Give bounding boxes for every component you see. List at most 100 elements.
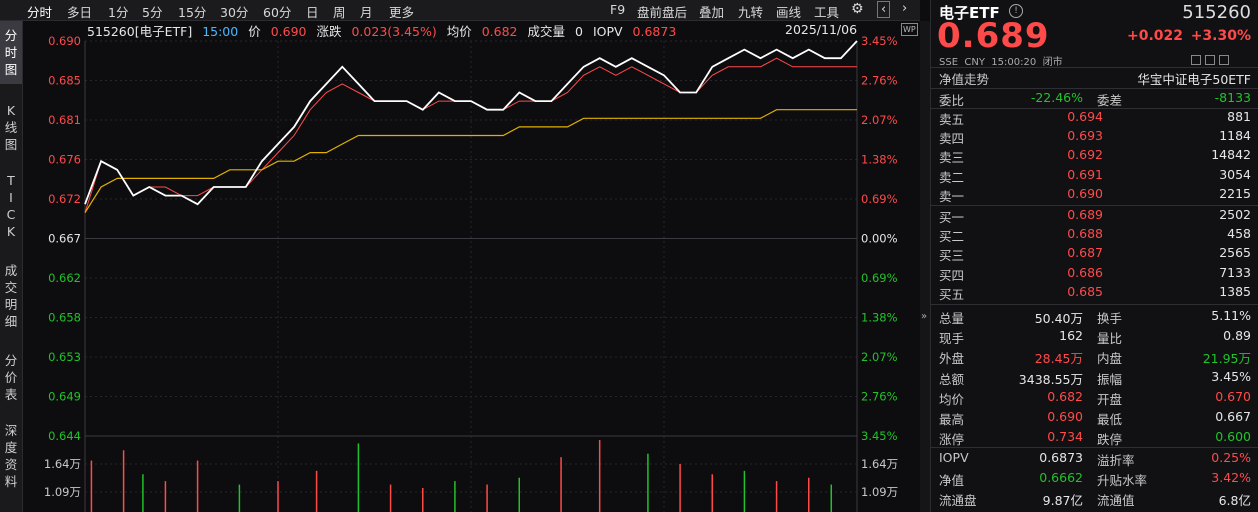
- stat-value: 28.45万: [1034, 351, 1083, 367]
- asks-row[interactable]: 卖三 0.692 14842: [939, 147, 1251, 167]
- market-meta: SSE CNY 15:00:20 闭市: [939, 57, 1063, 68]
- price-tick-label: 0.672: [48, 192, 81, 206]
- asks-volume: 881: [1227, 109, 1251, 124]
- stat-label: 均价: [939, 391, 965, 407]
- bids-level-label: 买二: [939, 229, 965, 245]
- view-tab-4[interactable]: 分 价 表: [4, 353, 18, 402]
- pencil-icon[interactable]: [1191, 55, 1201, 65]
- price-tick-label: 0.690: [48, 34, 81, 48]
- period-tab-7[interactable]: 日: [306, 5, 319, 20]
- bids-row[interactable]: 买二 0.688 458: [939, 226, 1251, 246]
- security-code: 515260: [1182, 2, 1251, 23]
- stat-label: 总额: [939, 371, 965, 387]
- asks-price: 0.693: [1067, 128, 1103, 144]
- volume-tick-label: 1.64万: [44, 457, 81, 471]
- asks-volume: 1184: [1219, 128, 1251, 144]
- iopv-label: IOPV: [592, 24, 623, 39]
- toolbar-button-1[interactable]: 盘前盘后: [637, 5, 688, 20]
- bids-level-label: 买四: [939, 267, 965, 283]
- period-tab-3[interactable]: 5分: [142, 5, 163, 20]
- info-icon[interactable]: !: [1009, 4, 1023, 18]
- bids-row[interactable]: 买一 0.689 2502: [939, 207, 1251, 227]
- bids-volume: 7133: [1219, 264, 1251, 280]
- asks-level-label: 卖五: [939, 112, 965, 127]
- price-tick-label: 0.681: [48, 113, 81, 127]
- price-tick-label: 0.676: [48, 153, 81, 167]
- view-tab-0[interactable]: 分 时 图: [0, 21, 22, 84]
- period-tab-0[interactable]: 分时: [27, 5, 53, 20]
- stat-value: 0.690: [1047, 409, 1083, 424]
- stat-label: 升贴水率: [1097, 473, 1148, 489]
- stat-value: 3.42%: [1211, 470, 1251, 486]
- bids-volume: 2502: [1219, 207, 1251, 222]
- price-value: 0.690: [270, 24, 307, 39]
- period-tab-10[interactable]: 更多: [389, 5, 415, 20]
- price-tick-label: 0.685: [48, 74, 81, 88]
- avg-value: 0.682: [481, 24, 518, 39]
- volume-tick-label-right: 1.64万: [861, 457, 898, 471]
- stat-label: IOPV: [939, 450, 969, 465]
- menu-icon[interactable]: [1219, 55, 1229, 65]
- price-tick-label: 0.644: [48, 429, 81, 443]
- period-tab-8[interactable]: 周: [333, 5, 346, 20]
- stats2-row: 净值 0.6662 升贴水率 3.42%: [939, 470, 1251, 490]
- pct-tick-label: 0.69%: [861, 192, 898, 206]
- chevron-left-icon[interactable]: ‹: [877, 1, 891, 18]
- asks-row[interactable]: 卖二 0.691 3054: [939, 167, 1251, 187]
- view-tab-2[interactable]: T I C K: [6, 173, 16, 239]
- toolbar-button-5[interactable]: 工具: [814, 5, 840, 20]
- wp-badge[interactable]: WP: [901, 23, 918, 36]
- view-tab-1[interactable]: K 线 图: [4, 103, 18, 152]
- weicha-value: -8133: [1214, 90, 1251, 105]
- weibi-value: -22.46%: [1030, 90, 1083, 105]
- asks-row[interactable]: 卖五 0.694 881: [939, 109, 1251, 129]
- period-tab-4[interactable]: 15分: [178, 5, 207, 20]
- grid-icon[interactable]: [1205, 55, 1215, 65]
- period-tab-9[interactable]: 月: [360, 5, 373, 20]
- toolbar-button-2[interactable]: 叠加: [699, 5, 725, 20]
- stats-row: 外盘 28.45万 内盘 21.95万: [939, 348, 1251, 368]
- toolbar-button-3[interactable]: 九转: [738, 5, 764, 20]
- stats-row: 最高 0.690 最低 0.667: [939, 409, 1251, 429]
- nav-trend-link[interactable]: 净值走势: [939, 72, 990, 87]
- bids-row[interactable]: 买四 0.686 7133: [939, 265, 1251, 285]
- divider: [931, 88, 1258, 89]
- period-tab-2[interactable]: 1分: [108, 5, 129, 20]
- pct-tick-label: 2.07%: [861, 350, 898, 364]
- stat-value: 9.87亿: [1042, 493, 1083, 509]
- toolbar-button-0[interactable]: F9: [610, 2, 626, 17]
- view-tab-5[interactable]: 深 度 资 料: [4, 423, 18, 489]
- panel-tool-icons: [1191, 55, 1229, 65]
- stat-label: 流通值: [1097, 493, 1135, 509]
- asks-price: 0.690: [1067, 185, 1103, 201]
- security-code-name: 515260[电子ETF]: [87, 24, 193, 39]
- info-time: 15:00: [202, 24, 239, 39]
- asks-row[interactable]: 卖一 0.690 2215: [939, 186, 1251, 206]
- asks-volume: 2215: [1219, 185, 1251, 201]
- stats-row: 均价 0.682 开盘 0.670: [939, 389, 1251, 409]
- pct-tick-label: 3.45%: [861, 429, 898, 443]
- asks-row[interactable]: 卖四 0.693 1184: [939, 128, 1251, 148]
- stat-label: 溢折率: [1097, 453, 1135, 468]
- chevron-right-icon[interactable]: ›: [902, 1, 908, 16]
- period-tab-6[interactable]: 60分: [263, 5, 292, 20]
- panel-collapse-handle[interactable]: »: [920, 21, 930, 512]
- pct-tick-label: 2.76%: [861, 390, 898, 404]
- volume-tick-label: 1.09万: [44, 485, 81, 499]
- view-tab-3[interactable]: 成 交 明 细: [4, 263, 18, 329]
- asks-price: 0.691: [1067, 166, 1103, 182]
- stat-value: 3.45%: [1211, 368, 1251, 384]
- bids-row[interactable]: 买五 0.685 1385: [939, 284, 1251, 304]
- period-tab-1[interactable]: 多日: [67, 5, 93, 20]
- weibi-label: 委比: [939, 93, 965, 108]
- divider: [931, 304, 1258, 305]
- left-view-tabs: 分 时 图 K 线 图 T I C K 成 交 明 细分 价 表深 度 资 料: [0, 21, 23, 512]
- stats-row: 现手 162 量比 0.89: [939, 328, 1251, 348]
- bids-level-label: 买一: [939, 210, 965, 225]
- bids-row[interactable]: 买三 0.687 2565: [939, 245, 1251, 265]
- toolbar-button-4[interactable]: 画线: [776, 5, 802, 20]
- stat-value: 0.667: [1215, 409, 1251, 424]
- gear-icon[interactable]: ⚙: [851, 1, 864, 17]
- divider: [931, 108, 1258, 109]
- period-tab-5[interactable]: 30分: [220, 5, 249, 20]
